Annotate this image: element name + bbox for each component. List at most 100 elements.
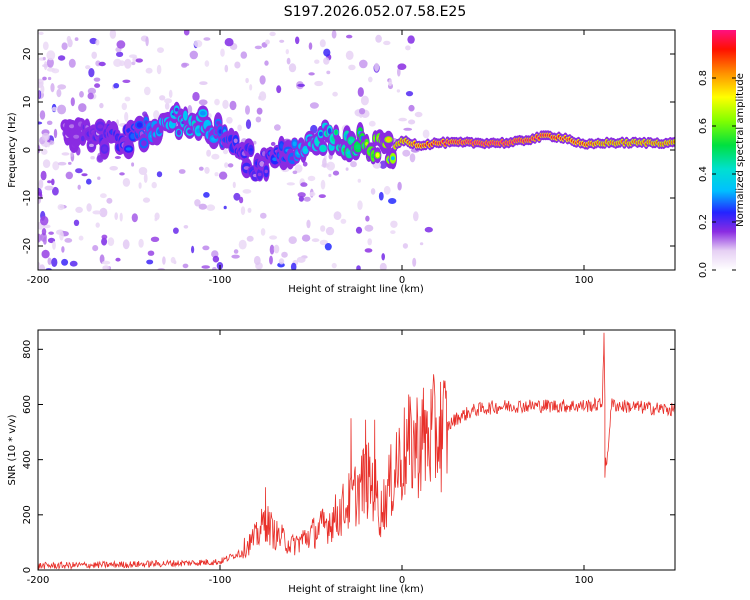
spectrogram-noise-blob (222, 99, 229, 109)
spectrogram-noise-blob (340, 218, 347, 224)
spectrogram-noise-blob (40, 85, 45, 94)
spectrogram-noise-blob (360, 95, 369, 106)
spectrogram-noise-blob (375, 34, 382, 43)
spectrogram-ylabel: Frequency (Hz) (7, 112, 18, 188)
spectrogram-noise-blob (319, 239, 328, 246)
spectrogram-noise-blob (234, 61, 241, 69)
spectrogram-noise-blob (51, 106, 57, 112)
spectrogram-noise-blob (424, 226, 433, 233)
spectrogram-ridge-core (355, 144, 361, 150)
spectrogram-noise-blob (203, 37, 211, 41)
spectrogram-noise-blob (153, 110, 160, 120)
spectrogram-noise-blob (318, 194, 326, 199)
spectrogram-noise-blob (115, 257, 121, 262)
spectrogram-noise-blob (107, 237, 115, 247)
spectrogram-noise-blob (97, 176, 101, 180)
spectrogram-ridge-core (216, 121, 221, 125)
spectrogram-noise-blob (47, 76, 52, 81)
snr-ytick-label: 800 (22, 340, 33, 359)
spectrogram-noise-blob (253, 255, 261, 266)
spectrogram-noise-blob (381, 253, 386, 261)
spectrogram-ridge-core (73, 134, 80, 139)
snr-xtick-label: 0 (399, 575, 405, 586)
spectrogram-noise-blob (39, 110, 46, 120)
spectrogram-noise-blob (247, 207, 252, 213)
spectrogram-noise-blob (101, 237, 108, 246)
spectrogram-noise-blob (297, 192, 306, 198)
spectrogram-noise-blob (364, 224, 374, 232)
spectrogram-noise-blob (101, 234, 108, 240)
spectrogram-noise-blob (303, 196, 311, 202)
spectrogram-noise-blob (403, 127, 413, 131)
spectrogram-ridge-core (125, 147, 132, 151)
spectrogram-ridge-core (264, 169, 268, 174)
spectrogram-noise-blob (162, 256, 166, 265)
spectrogram-ridge-core (386, 137, 391, 143)
spectrogram-noise-blob (178, 169, 186, 174)
spectrogram-noise-blob (61, 246, 65, 253)
spectrogram-noise-blob (59, 230, 64, 241)
spectrogram-noise-blob (302, 161, 308, 167)
spectrogram-noise-blob (288, 236, 297, 245)
spectrogram-noise-blob (331, 262, 337, 269)
spectrogram-noise-blob (370, 188, 376, 195)
spectrogram-ridge-core (320, 145, 326, 151)
spectrogram-noise-blob (419, 242, 424, 246)
spectrogram-noise-blob (325, 226, 335, 236)
snr-panel: -200 -100 0 100 0 200 400 600 800 Height of str… (7, 329, 676, 595)
spectrogram-noise-blob (240, 51, 248, 59)
spectrogram-noise-blob (187, 105, 193, 114)
spectrogram-noise-blob (256, 107, 263, 115)
spectrogram-noise-blob (52, 161, 60, 171)
spectrogram-noise-blob (42, 56, 46, 61)
spectrogram-noise-blob (40, 170, 47, 181)
snr-series-line (38, 332, 675, 570)
spectrogram-noise-blob (43, 237, 47, 245)
spectrogram-noise-blob (38, 90, 41, 99)
spectrogram-noise-blob (331, 30, 337, 39)
spectrogram-noise-blob (201, 265, 210, 269)
colorbar-tick-label: 0.8 (698, 70, 709, 86)
spectrogram-noise-blob (157, 47, 164, 53)
spectrogram-noise-blob (212, 255, 220, 263)
spectrogram-noise-blob (42, 76, 47, 81)
snr-xtick-label: -200 (27, 575, 50, 586)
spectrogram-noise-blob (38, 31, 44, 35)
spectrogram-noise-blob (214, 98, 220, 106)
spectrogram-noise-blob (92, 210, 102, 215)
spectrogram-noise-blob (397, 63, 407, 70)
spectrogram-ridge-core (170, 122, 175, 127)
spectrogram-ridge-core (97, 124, 104, 129)
spectrogram-noise-blob (147, 250, 155, 256)
spectrogram-noise-blob (121, 102, 128, 111)
spectrogram-noise-blob (290, 262, 297, 270)
spectrogram-noise-blob (292, 170, 298, 175)
spectrogram-ytick-label: -10 (22, 190, 33, 206)
spectrogram-noise-blob (57, 204, 65, 211)
spectrogram-noise-blob (309, 102, 319, 109)
colorbar-tick-label: 0.6 (698, 118, 709, 134)
spectrogram-noise-blob (269, 244, 275, 255)
colorbar-label: Normalized spectral amplitude (735, 73, 746, 227)
spectrogram-noise-blob (269, 255, 273, 265)
spectrogram-noise-blob (348, 64, 356, 71)
spectrogram-noise-blob (232, 181, 236, 189)
spectrogram-noise-blob (269, 31, 276, 37)
spectrogram-noise-blob (38, 78, 44, 83)
spectrogram-noise-blob (47, 180, 52, 184)
spectrogram-noise-blob (41, 249, 50, 259)
spectrogram-noise-blob (38, 145, 41, 154)
spectrogram-noise-blob (408, 119, 416, 125)
spectrogram-noise-blob (281, 251, 288, 258)
spectrogram-noise-blob (229, 100, 237, 111)
spectrogram-noise-blob (409, 153, 416, 163)
spectrogram-noise-blob (307, 175, 316, 182)
spectrogram-noise-blob (142, 197, 151, 203)
snr-xtick-label: 100 (574, 575, 593, 586)
spectrogram-noise-blob (388, 198, 397, 204)
spectrogram-noise-blob (159, 95, 166, 101)
spectrogram-noise-blob (119, 212, 123, 222)
spectrogram-noise-blob (204, 166, 210, 174)
spectrogram-noise-blob (245, 105, 250, 115)
spectrogram-noise-blob (322, 157, 327, 168)
